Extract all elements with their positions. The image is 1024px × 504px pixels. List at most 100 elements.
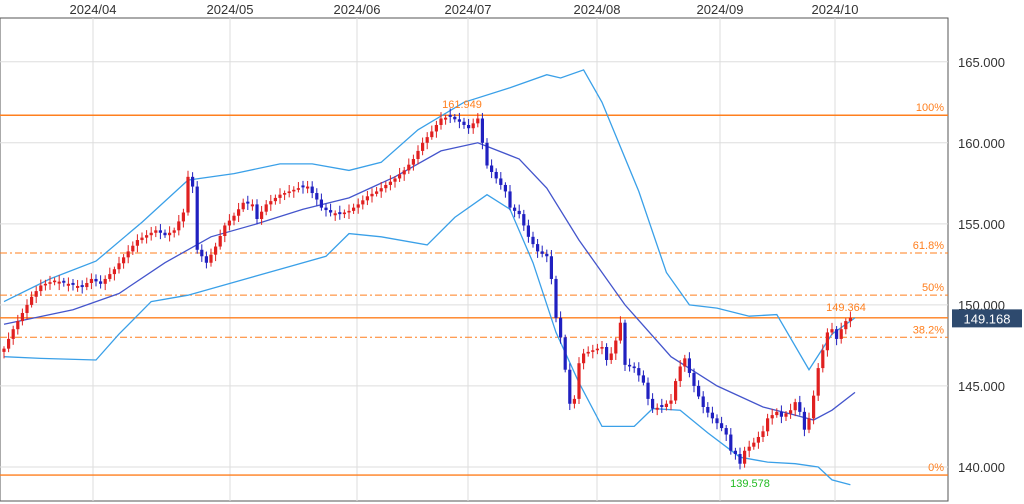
candle-body <box>379 188 383 192</box>
candle-body <box>135 240 139 246</box>
candle-body <box>324 207 328 211</box>
candlestick <box>246 195 250 210</box>
candlestick <box>591 344 595 359</box>
candlestick <box>526 219 530 243</box>
candle-body <box>241 202 245 210</box>
candle-body <box>789 410 793 414</box>
candlestick <box>361 195 365 210</box>
candle-body <box>338 212 342 215</box>
candle-body <box>802 411 806 430</box>
candlestick <box>117 256 121 274</box>
candle-body <box>457 119 461 122</box>
candle-body <box>30 296 34 305</box>
candle-body <box>388 181 392 185</box>
candle-body <box>11 329 15 339</box>
candlestick <box>729 428 733 455</box>
candle-body <box>94 278 98 282</box>
candlestick <box>20 308 24 326</box>
candle-body <box>821 350 825 369</box>
candlestick <box>494 168 498 184</box>
candlestick <box>646 377 650 406</box>
candlestick <box>296 182 300 193</box>
latest-high-label: 149.364 <box>826 302 866 314</box>
candlestick <box>214 242 218 262</box>
candle-body <box>398 174 402 179</box>
candlestick <box>329 203 333 217</box>
candlestick <box>149 226 153 241</box>
candle-body <box>733 450 737 454</box>
candle-body <box>158 230 162 233</box>
candlestick <box>664 400 668 411</box>
candle-body <box>476 118 480 124</box>
candlestick <box>204 251 208 269</box>
candle-body <box>131 245 135 252</box>
candle-body <box>614 340 618 354</box>
candlestick <box>752 437 756 450</box>
candlestick <box>582 348 586 370</box>
candlestick <box>273 194 277 205</box>
candle-body <box>595 348 599 351</box>
candle-body <box>250 204 254 207</box>
candle-body <box>738 453 742 464</box>
candlestick <box>223 222 227 243</box>
candlestick <box>306 180 310 194</box>
candlestick <box>310 181 314 199</box>
candle-body <box>434 124 438 132</box>
candlestick <box>365 190 369 206</box>
candlestick <box>411 154 415 171</box>
candlestick <box>34 286 38 304</box>
y-tick-label: 160.000 <box>958 136 1005 151</box>
candlestick <box>57 275 61 291</box>
candle-body <box>439 118 443 125</box>
candle-body <box>499 178 503 185</box>
candlestick <box>761 425 765 443</box>
candlestick <box>802 407 806 437</box>
candlestick <box>255 199 259 225</box>
candlestick <box>112 266 116 281</box>
candle-body <box>641 375 645 383</box>
candle-body <box>807 418 811 430</box>
axis-labels: 2024/04 2024/05 2024/06 2024/07 2024/08 2024/… <box>70 2 1006 475</box>
candle-body <box>319 199 323 208</box>
candlestick <box>577 357 581 404</box>
candlestick <box>324 203 328 217</box>
y-tick-label: 155.000 <box>958 217 1005 232</box>
candle-body <box>7 338 11 349</box>
candlestick <box>237 202 241 223</box>
candle-body <box>278 194 282 198</box>
candlestick <box>839 322 843 344</box>
candle-body <box>660 405 664 407</box>
candlestick <box>669 394 673 411</box>
candle-body <box>545 253 549 257</box>
candle-body <box>770 415 774 419</box>
candlestick <box>66 277 70 292</box>
candlestick <box>126 245 130 264</box>
candlestick <box>319 193 323 211</box>
candle-body <box>526 225 530 237</box>
candlestick <box>605 343 609 366</box>
candle-body <box>195 186 199 250</box>
candle-body <box>352 207 356 211</box>
candle-body <box>743 450 747 464</box>
candle-body <box>715 418 719 424</box>
candle-body <box>637 368 641 376</box>
candle-body <box>674 381 678 401</box>
candlestick <box>816 363 820 402</box>
candlestick <box>706 402 710 418</box>
candle-body <box>416 150 420 160</box>
candlestick <box>586 346 590 357</box>
candle-body <box>393 178 397 182</box>
candle-body <box>62 280 66 283</box>
candle-body <box>260 211 264 219</box>
candle-body <box>43 283 47 286</box>
candlestick <box>434 120 438 138</box>
candlestick <box>30 291 34 308</box>
candlestick <box>490 159 494 179</box>
candlestick <box>342 209 346 219</box>
candlestick <box>733 447 737 460</box>
candlestick <box>480 112 484 150</box>
candlestick <box>467 118 471 134</box>
candlestick <box>439 112 443 130</box>
candlestick <box>701 391 705 414</box>
candlestick <box>614 337 618 360</box>
